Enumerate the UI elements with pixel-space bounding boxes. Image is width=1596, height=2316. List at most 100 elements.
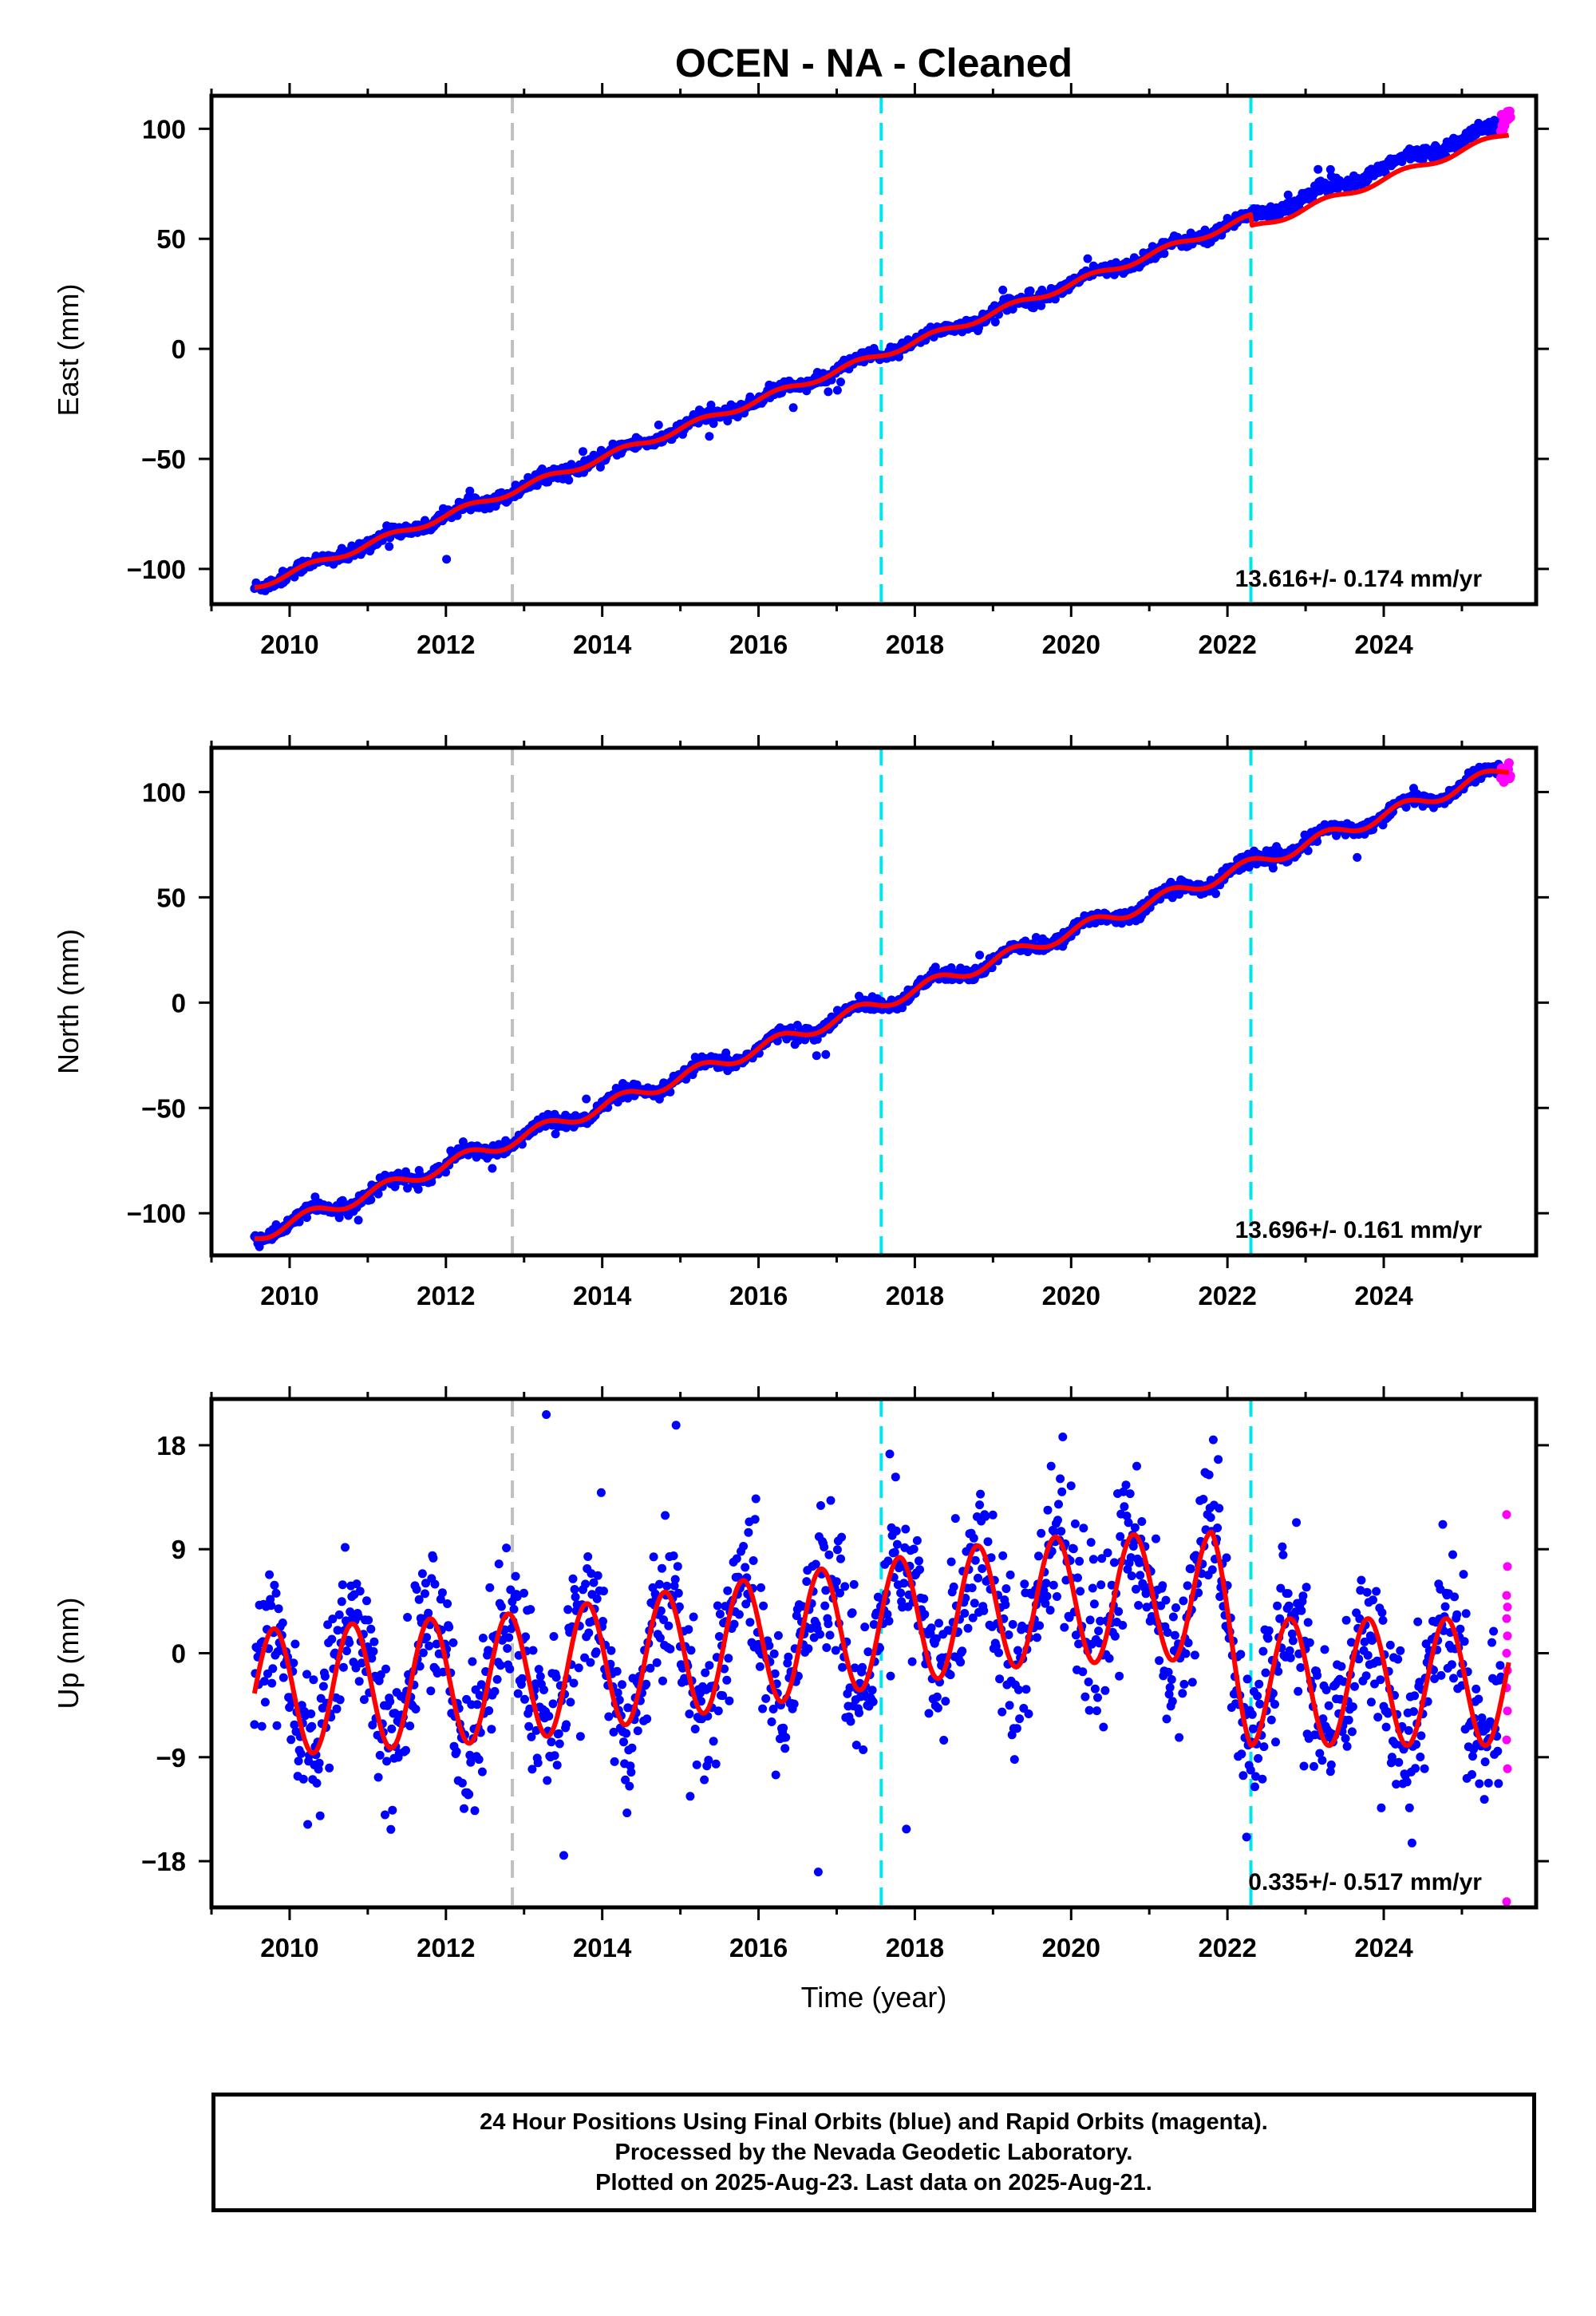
- final-orbit-point: [1341, 1615, 1351, 1625]
- final-orbit-point: [1142, 1603, 1152, 1612]
- final-orbit-point: [1468, 1770, 1476, 1779]
- final-orbit-point: [1242, 1674, 1252, 1684]
- final-orbit-point: [1337, 1662, 1346, 1671]
- final-orbit-point: [1179, 1596, 1188, 1606]
- final-orbit-point: [847, 1608, 857, 1618]
- final-orbit-point: [1100, 1686, 1110, 1695]
- final-orbit-point: [824, 387, 833, 397]
- final-orbit-point: [1416, 1753, 1425, 1761]
- final-orbit-point: [1037, 1528, 1046, 1538]
- final-orbit-point: [970, 1555, 980, 1565]
- final-orbit-point: [868, 1697, 878, 1706]
- final-orbit-point: [470, 1806, 480, 1816]
- final-orbit-point: [855, 1708, 863, 1717]
- final-orbit-point: [723, 417, 733, 425]
- final-orbit-point: [571, 1592, 580, 1602]
- final-orbit-point: [745, 1618, 755, 1627]
- x-tick-label: 2012: [417, 630, 475, 659]
- x-tick-label: 2010: [260, 630, 318, 659]
- final-orbit-point: [1208, 1435, 1218, 1445]
- final-orbit-point: [1320, 1645, 1329, 1654]
- final-orbit-point: [504, 1633, 514, 1642]
- final-orbit-point: [1206, 1513, 1215, 1522]
- final-orbit-point: [579, 447, 587, 456]
- final-orbit-point: [364, 1615, 373, 1625]
- final-orbit-point: [664, 1621, 674, 1630]
- final-orbit-point: [1084, 1678, 1093, 1686]
- final-orbit-point: [909, 1544, 918, 1554]
- final-orbit-point: [849, 1579, 859, 1589]
- final-orbit-point: [1296, 1663, 1306, 1672]
- final-orbit-point: [583, 1552, 593, 1561]
- final-orbit-point: [1222, 1553, 1231, 1563]
- final-orbit-point: [934, 1618, 943, 1628]
- rapid-orbit-point: [1500, 737, 1510, 746]
- final-orbit-point: [1413, 1617, 1423, 1626]
- final-orbit-point: [1376, 1675, 1385, 1685]
- final-orbit-points: [250, 1399, 1506, 1877]
- final-orbit-point: [1356, 1586, 1365, 1595]
- final-orbit-point: [554, 1729, 563, 1738]
- final-orbit-point: [1452, 1610, 1462, 1619]
- final-orbit-point: [535, 1672, 545, 1682]
- final-orbit-point: [1363, 1650, 1373, 1660]
- final-orbit-point: [759, 1601, 768, 1611]
- final-orbit-point: [1348, 1702, 1357, 1712]
- x-tick-label: 2016: [729, 630, 788, 659]
- final-orbit-point: [1288, 1636, 1298, 1646]
- final-orbit-point: [385, 1697, 395, 1706]
- final-orbit-point: [890, 1547, 899, 1557]
- final-orbit-point: [417, 1569, 427, 1579]
- final-orbit-point: [1024, 1709, 1033, 1718]
- final-orbit-point: [625, 1781, 634, 1791]
- x-tick-label: 2014: [573, 1281, 632, 1310]
- final-orbit-point: [1049, 1580, 1058, 1590]
- final-orbit-point: [369, 1637, 379, 1646]
- final-orbit-point: [674, 1588, 683, 1598]
- final-orbit-point: [931, 1634, 941, 1643]
- final-orbit-point: [619, 1737, 628, 1747]
- final-orbit-point: [724, 1654, 733, 1663]
- data-layer: [250, 1399, 1512, 1907]
- final-orbit-point: [1097, 1554, 1107, 1563]
- final-orbit-point: [604, 1712, 614, 1721]
- final-orbit-point: [1387, 1753, 1396, 1762]
- final-orbit-point: [1360, 1637, 1369, 1646]
- final-orbit-point: [709, 419, 718, 429]
- x-tick-label: 2012: [417, 1933, 475, 1962]
- final-orbit-point: [666, 1644, 675, 1654]
- final-orbit-point: [519, 1588, 528, 1598]
- final-orbit-point: [974, 1573, 982, 1583]
- x-tick-label: 2024: [1354, 1933, 1413, 1962]
- final-orbit-point: [466, 1757, 476, 1767]
- final-orbit-point: [722, 1675, 732, 1685]
- final-orbit-point: [1392, 1780, 1401, 1789]
- final-orbit-point: [1057, 1527, 1066, 1536]
- final-orbit-point: [527, 1732, 536, 1741]
- final-orbit-point: [1294, 1686, 1303, 1696]
- final-orbit-point: [354, 1677, 364, 1686]
- final-orbit-point: [656, 1606, 666, 1615]
- final-orbit-point: [802, 1577, 812, 1587]
- final-orbit-point: [368, 1721, 377, 1729]
- y-tick-label: −100: [127, 555, 186, 584]
- final-orbit-point: [328, 1614, 338, 1624]
- final-orbit-point: [334, 1610, 344, 1619]
- final-orbit-point: [1125, 1489, 1135, 1499]
- final-orbit-point: [1317, 1756, 1327, 1765]
- x-tick-label: 2018: [886, 1281, 944, 1310]
- final-orbit-point: [551, 1673, 561, 1682]
- final-orbit-point: [1152, 1534, 1160, 1543]
- final-orbit-point: [421, 1589, 429, 1599]
- final-orbit-point: [1050, 294, 1060, 304]
- final-orbit-point: [1005, 1701, 1014, 1710]
- final-orbit-point: [1303, 1618, 1313, 1627]
- final-orbit-point: [813, 1867, 823, 1877]
- final-orbit-point: [892, 1539, 902, 1549]
- final-orbit-point: [671, 1421, 681, 1430]
- final-orbit-point: [369, 1646, 378, 1656]
- final-orbit-point: [1005, 1570, 1015, 1579]
- final-orbit-point: [831, 1646, 840, 1655]
- rapid-orbit-points: [1502, 1510, 1512, 1907]
- final-orbit-point: [1053, 1592, 1061, 1601]
